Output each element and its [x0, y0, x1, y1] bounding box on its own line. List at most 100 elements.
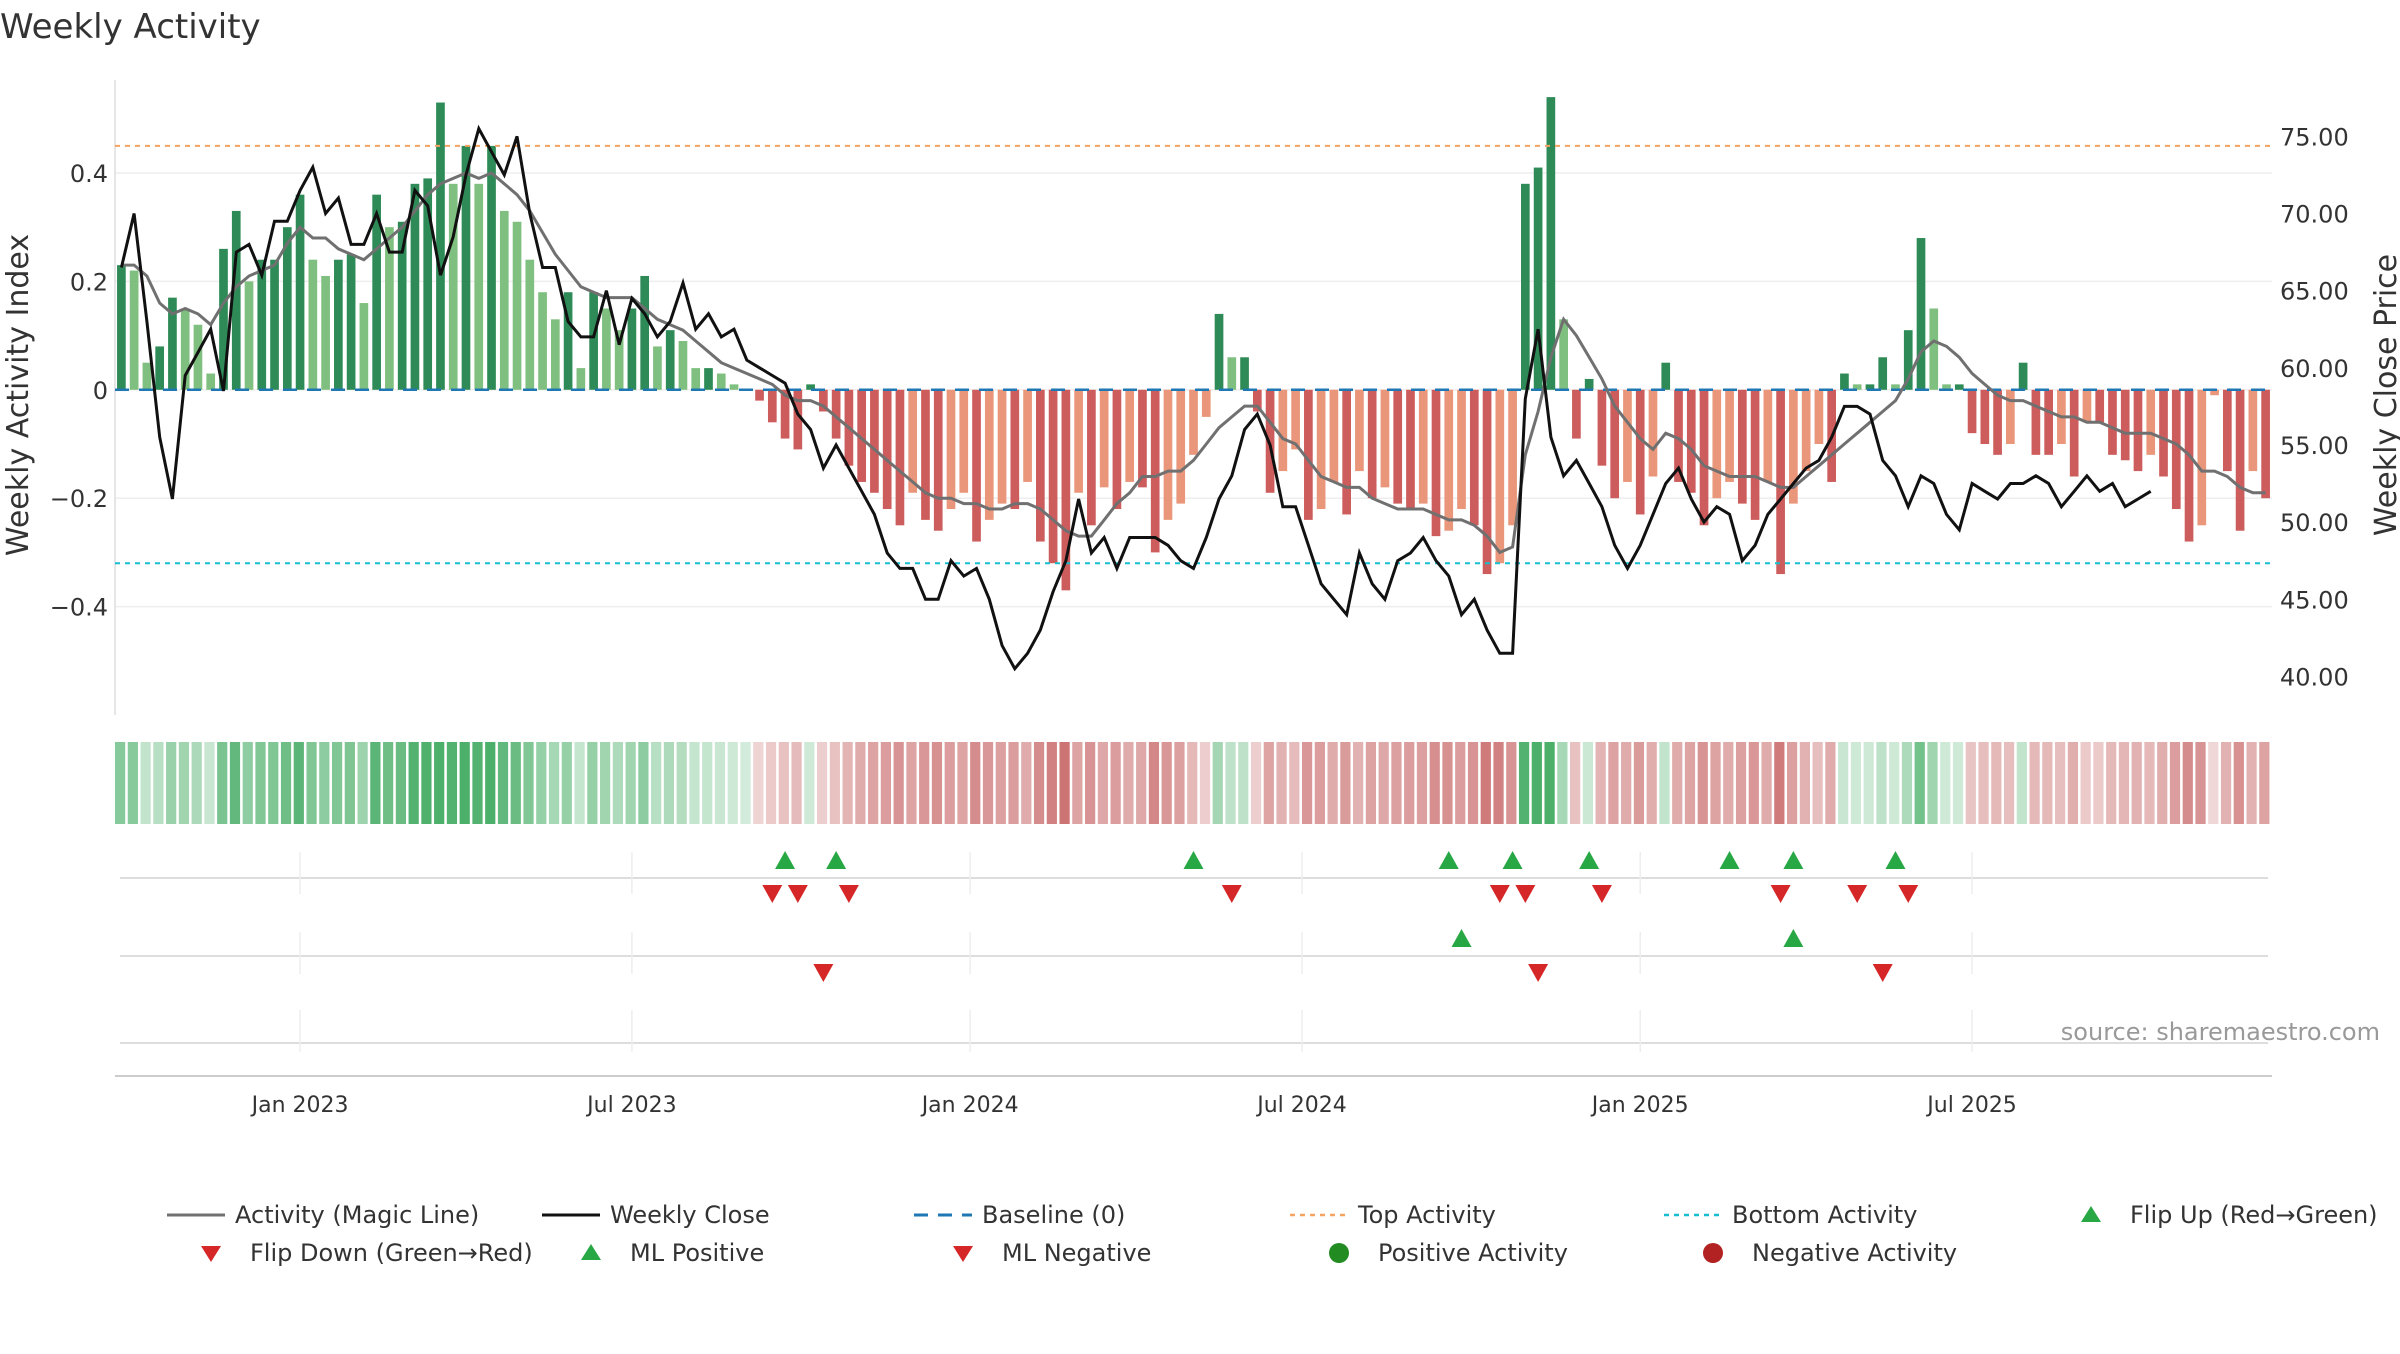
legend-label: Bottom Activity [1732, 1201, 1918, 1229]
heat-cell [421, 742, 432, 824]
activity-bar [2120, 389, 2130, 461]
activity-bar [1291, 389, 1300, 450]
activity-bar [1610, 389, 1620, 499]
activity-bar [1635, 389, 1645, 515]
activity-bar [1150, 389, 1160, 553]
heat-cell [1748, 742, 1759, 824]
heat-cell [1518, 742, 1530, 824]
heat-cell [1301, 742, 1313, 824]
activity-bar [1112, 389, 1122, 510]
heat-cell [1531, 742, 1542, 824]
activity-bar [2210, 389, 2219, 396]
heat-cell [1621, 742, 1632, 824]
activity-bar [1674, 389, 1683, 482]
heat-cell [689, 742, 700, 824]
heat-cell [574, 742, 585, 824]
legend-swatch-mlpos [581, 1244, 601, 1260]
activity-bar [359, 303, 369, 390]
heat-cell [1238, 742, 1249, 824]
heat-cell [2182, 742, 2193, 824]
activity-bar [1623, 389, 1632, 482]
right-tick-label: 65.00 [2280, 278, 2349, 306]
heat-cell [459, 742, 470, 824]
activity-bar [1572, 389, 1581, 439]
activity-bar [1954, 384, 1964, 390]
right-tick-label: 45.00 [2280, 586, 2349, 614]
heat-cell [1723, 742, 1734, 824]
ml-negative-marker [813, 964, 834, 982]
heat-cell [536, 742, 547, 824]
activity-bar [857, 389, 866, 482]
heat-cell [561, 742, 572, 824]
heat-cell [1761, 742, 1772, 824]
activity-bar [1048, 389, 1058, 564]
activity-bar [1878, 357, 1888, 390]
activity-bar [308, 259, 318, 390]
flip-up-marker [1719, 851, 1740, 869]
left-tick-label: 0 [93, 377, 108, 405]
heat-cell [816, 742, 828, 824]
flip-down-marker [1221, 885, 1242, 903]
heat-cell [306, 742, 317, 824]
heat-cell [1914, 742, 1925, 824]
flip-down-marker [1591, 885, 1612, 903]
heat-cell [868, 742, 879, 824]
heat-cell [1085, 742, 1096, 824]
heat-cell [140, 742, 151, 824]
activity-bar [819, 389, 828, 412]
activity-bar [1776, 389, 1785, 575]
activity-bar [563, 292, 573, 390]
heat-cell [727, 742, 738, 824]
legend-label: Flip Up (Red→Green) [2130, 1201, 2378, 1229]
flip-down-marker [1770, 885, 1791, 903]
flip-up-marker [775, 851, 796, 869]
heat-cell [714, 742, 726, 824]
legend-label: Activity (Magic Line) [235, 1201, 480, 1229]
activity-bar [1865, 384, 1875, 390]
activity-bar [117, 265, 126, 390]
heat-cell [931, 742, 943, 824]
heat-cell [523, 742, 534, 824]
activity-bar [1329, 389, 1339, 482]
heat-cell [1199, 742, 1211, 824]
activity-bar [2006, 389, 2015, 444]
heat-cell [2106, 742, 2117, 824]
heat-cell [2042, 742, 2053, 824]
magic-line-series [121, 171, 2266, 555]
legend-swatch-top [1290, 1213, 1348, 1217]
activity-bar [716, 373, 726, 390]
heat-cell [612, 742, 623, 824]
heat-cell [893, 742, 904, 824]
activity-bar [2222, 389, 2232, 472]
activity-bar [1584, 378, 1594, 390]
legend-label: Top Activity [1358, 1201, 1496, 1229]
activity-bar [870, 389, 879, 493]
heat-cell [1174, 742, 1185, 824]
activity-bar [2031, 389, 2041, 455]
heat-cell [1136, 742, 1147, 824]
heat-cell [1263, 742, 1274, 824]
heat-cell [2067, 742, 2078, 824]
activity-bar [487, 145, 496, 390]
heat-cell [1927, 742, 1938, 824]
heat-cell [153, 742, 164, 824]
activity-bar [1355, 389, 1364, 472]
activity-bar [1240, 357, 1249, 390]
activity-bar [1686, 389, 1696, 493]
heat-cell [331, 742, 343, 824]
activity-bar [525, 259, 535, 390]
legend-swatch-negact [1703, 1243, 1723, 1263]
flip-down-marker [762, 885, 783, 903]
heat-cell [548, 742, 560, 824]
heat-cell [625, 742, 636, 824]
activity-bar [206, 373, 216, 390]
activity-bar [678, 341, 688, 390]
heat-cell [587, 742, 598, 824]
line-series [115, 124, 2272, 672]
heat-cell [1353, 742, 1364, 824]
activity-bar [1712, 389, 1722, 499]
heat-cell [2118, 742, 2130, 824]
activity-bar [461, 145, 471, 390]
heat-cell [855, 742, 866, 824]
